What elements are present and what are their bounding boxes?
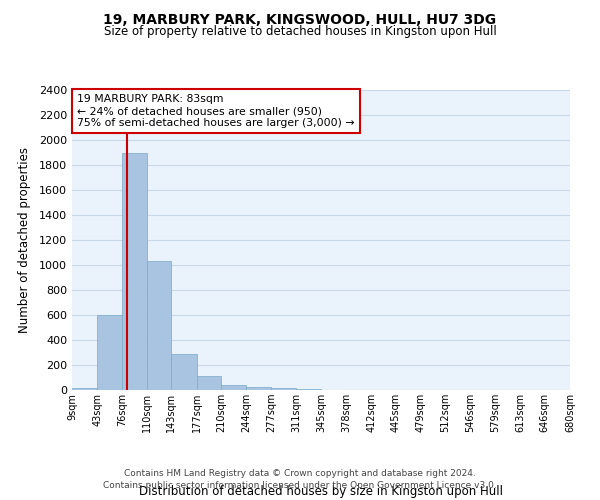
Text: Contains HM Land Registry data © Crown copyright and database right 2024.: Contains HM Land Registry data © Crown c… [124, 468, 476, 477]
Bar [172, 354, 197, 390]
Bar [247, 387, 271, 390]
Text: 19 MARBURY PARK: 83sqm
← 24% of detached houses are smaller (950)
75% of semi-de: 19 MARBURY PARK: 83sqm ← 24% of detached… [77, 94, 355, 128]
Bar [271, 388, 296, 390]
Bar [72, 388, 97, 390]
Text: 19, MARBURY PARK, KINGSWOOD, HULL, HU7 3DG: 19, MARBURY PARK, KINGSWOOD, HULL, HU7 3… [103, 12, 497, 26]
Bar [147, 261, 172, 390]
Y-axis label: Number of detached properties: Number of detached properties [17, 147, 31, 333]
Bar [221, 385, 247, 390]
Text: Contains public sector information licensed under the Open Government Licence v3: Contains public sector information licen… [103, 481, 497, 490]
Bar [97, 315, 122, 390]
Bar [122, 152, 147, 390]
Text: Size of property relative to detached houses in Kingston upon Hull: Size of property relative to detached ho… [104, 25, 496, 38]
X-axis label: Distribution of detached houses by size in Kingston upon Hull: Distribution of detached houses by size … [139, 485, 503, 498]
Bar [197, 376, 221, 390]
